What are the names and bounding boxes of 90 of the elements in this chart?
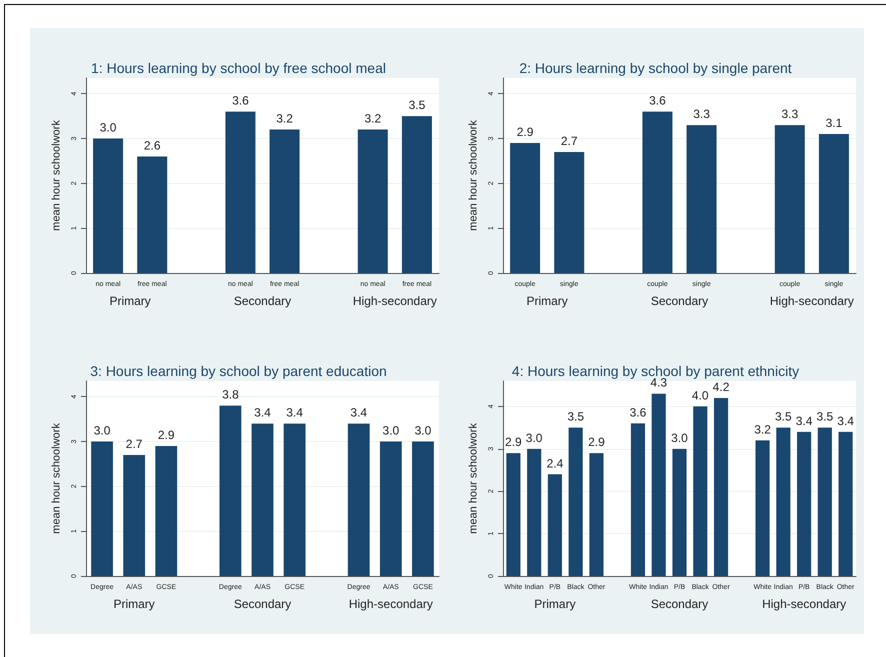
bar <box>548 474 562 576</box>
text: Secondary <box>650 597 708 611</box>
text: Primary <box>534 597 576 611</box>
data-label: 3.0 <box>100 120 117 135</box>
bar <box>818 134 849 273</box>
bar <box>252 424 274 576</box>
bar <box>412 442 434 576</box>
bar <box>642 112 672 273</box>
bar <box>284 424 306 576</box>
data-label: 3.5 <box>408 98 426 112</box>
bar <box>756 440 770 576</box>
text: High-secondary <box>348 597 433 611</box>
bar <box>652 394 666 576</box>
bar <box>776 428 790 576</box>
data-label: 2.9 <box>158 428 175 442</box>
data-label: 2.7 <box>126 436 143 451</box>
data-label: 3.1 <box>826 116 843 130</box>
bar <box>774 125 805 273</box>
chart-title: 1: Hours learning by school by free school meal <box>91 60 386 76</box>
data-label: 3.0 <box>414 424 432 438</box>
y-axis-title: mean hour schoolwork <box>50 422 62 534</box>
data-label: 3.4 <box>837 414 854 428</box>
bar <box>510 143 540 273</box>
data-label: 3.6 <box>232 94 250 108</box>
bar <box>270 130 300 273</box>
text: Secondary <box>234 294 292 308</box>
data-label: 2.9 <box>505 435 522 450</box>
data-label: 2.6 <box>144 138 161 152</box>
bar <box>630 423 646 576</box>
chart-title: 2: Hours learning by school by single parent <box>519 60 792 76</box>
y-axis-title: mean hour schoolwork <box>468 120 480 231</box>
y-axis-title: mean hour schoolwork <box>468 422 480 534</box>
data-label: 3.2 <box>754 422 772 436</box>
bar <box>714 398 728 576</box>
data-label: 2.9 <box>588 435 606 450</box>
data-label: 3.8 <box>222 388 240 402</box>
bar <box>220 406 242 576</box>
bar <box>554 152 584 273</box>
bar <box>693 406 708 576</box>
text: Primary <box>526 294 568 308</box>
bar <box>589 453 604 576</box>
text: Secondary <box>650 294 708 308</box>
bar <box>838 432 853 576</box>
data-label: 4.2 <box>712 380 730 394</box>
bar <box>93 138 124 273</box>
data-label: 3.6 <box>630 405 647 420</box>
data-label: 3.0 <box>671 430 688 445</box>
data-label: 3.5 <box>816 410 834 424</box>
data-label: 3.3 <box>693 107 710 122</box>
bar <box>91 442 113 576</box>
bar <box>137 156 168 273</box>
text: High-secondary <box>352 294 437 308</box>
data-label: 3.6 <box>649 94 666 108</box>
bar <box>225 112 256 273</box>
text: Secondary <box>234 597 292 611</box>
text: Primary <box>113 597 155 611</box>
chart-title: 3: Hours learning by school by parent education <box>90 363 387 379</box>
data-label: 3.4 <box>254 406 272 420</box>
data-label: 3.4 <box>350 406 368 420</box>
data-label: 3.5 <box>774 410 792 424</box>
data-label: 3.0 <box>526 430 543 445</box>
bar <box>402 116 432 273</box>
data-label: 3.0 <box>94 424 111 438</box>
bar <box>818 428 832 576</box>
bar <box>358 130 388 273</box>
bar <box>155 446 178 576</box>
data-label: 2.4 <box>546 456 564 470</box>
bar <box>506 453 520 576</box>
text: High-secondary <box>762 597 846 611</box>
data-label: 3.4 <box>286 406 304 420</box>
data-label: 3.2 <box>276 112 294 126</box>
data-label: 2.7 <box>560 134 578 148</box>
bar <box>123 454 146 576</box>
bar <box>686 125 717 273</box>
data-label: 3.4 <box>796 414 813 428</box>
data-label: 3.0 <box>382 424 400 438</box>
bar <box>380 442 402 576</box>
data-label: 4.0 <box>692 388 709 402</box>
bar <box>568 428 583 576</box>
text: High-secondary <box>770 294 854 308</box>
data-label: 3.3 <box>781 107 798 122</box>
text: Primary <box>109 294 151 308</box>
data-label: 2.9 <box>516 125 534 139</box>
y-axis-title: mean hour schoolwork <box>50 120 62 231</box>
data-label: 3.5 <box>567 410 584 424</box>
bar <box>797 432 812 576</box>
bar <box>672 448 687 576</box>
bar <box>348 424 370 576</box>
data-label: 3.2 <box>364 112 382 126</box>
bar <box>527 448 542 576</box>
